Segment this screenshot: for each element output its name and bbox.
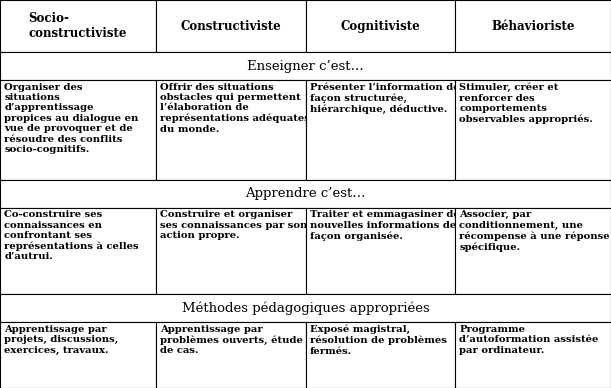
Text: Socio-
constructiviste: Socio- constructiviste xyxy=(29,12,127,40)
Bar xyxy=(0,80,156,180)
Text: Offrir des situations
obstacles qui permettent
l’élaboration de
représentations : Offrir des situations obstacles qui perm… xyxy=(160,83,310,134)
Bar xyxy=(455,208,611,294)
Bar xyxy=(156,322,306,388)
Bar xyxy=(306,208,455,294)
Bar xyxy=(0,294,611,322)
Bar xyxy=(0,322,156,388)
Bar xyxy=(306,80,455,180)
Text: Exposé magistral,
résolution de problèmes
fermés.: Exposé magistral, résolution de problème… xyxy=(310,325,447,356)
Bar xyxy=(306,322,455,388)
Bar xyxy=(156,208,306,294)
Text: Apprentissage par
projets, discussions,
exercices, travaux.: Apprentissage par projets, discussions, … xyxy=(4,325,119,355)
Text: Constructiviste: Constructiviste xyxy=(180,20,281,33)
Text: Construire et organiser
ses connaissances par son
action propre.: Construire et organiser ses connaissance… xyxy=(160,210,307,240)
Text: Associer, par
conditionnement, une
récompense à une réponse
spécifique.: Associer, par conditionnement, une récom… xyxy=(459,210,610,252)
Bar xyxy=(0,0,156,52)
Text: Traiter et emmagasiner de
nouvelles informations de
façon organisée.: Traiter et emmagasiner de nouvelles info… xyxy=(310,210,459,241)
Bar xyxy=(156,0,306,52)
Bar xyxy=(156,80,306,180)
Text: Cognitiviste: Cognitiviste xyxy=(340,20,420,33)
Bar xyxy=(306,0,455,52)
Text: Stimuler, créer et
renforcer des
comportements
observables appropriés.: Stimuler, créer et renforcer des comport… xyxy=(459,83,593,124)
Bar xyxy=(455,80,611,180)
Text: Organiser des
situations
d’apprentissage
propices au dialogue en
vue de provoque: Organiser des situations d’apprentissage… xyxy=(4,83,139,154)
Text: Apprendre c’est…: Apprendre c’est… xyxy=(245,187,366,201)
Text: Enseigner c’est…: Enseigner c’est… xyxy=(247,60,364,73)
Bar xyxy=(0,180,611,208)
Bar xyxy=(0,52,611,80)
Text: Programme
d’autoformation assistée
par ordinateur.: Programme d’autoformation assistée par o… xyxy=(459,325,599,355)
Text: Méthodes pédagogiques appropriées: Méthodes pédagogiques appropriées xyxy=(181,301,430,315)
Bar xyxy=(455,322,611,388)
Text: Apprentissage par
problèmes ouverts, étude
de cas.: Apprentissage par problèmes ouverts, étu… xyxy=(160,325,303,355)
Text: Présenter l’information de
façon structurée,
hiérarchique, déductive.: Présenter l’information de façon structu… xyxy=(310,83,459,114)
Bar xyxy=(0,208,156,294)
Text: Co-construire ses
connaissances en
confrontant ses
représentations à celles
d’au: Co-construire ses connaissances en confr… xyxy=(4,210,139,262)
Text: Béhavioriste: Béhavioriste xyxy=(491,20,575,33)
Bar xyxy=(455,0,611,52)
